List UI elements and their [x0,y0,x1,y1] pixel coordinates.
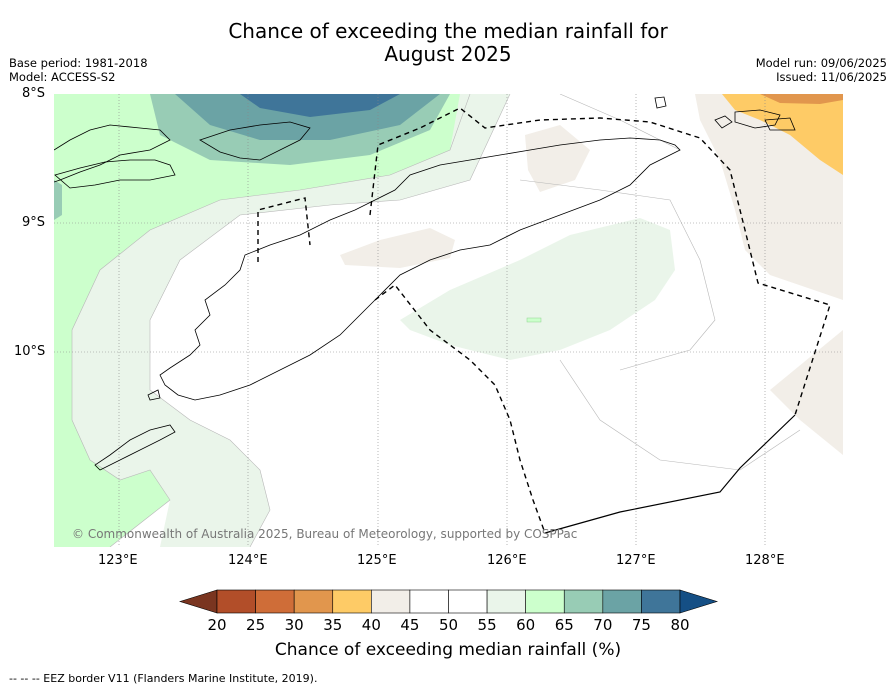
meta-right: Model run: 09/06/2025 Issued: 11/06/2025 [756,56,887,84]
eez-borders [257,107,831,534]
eez-legend-footer: -- -- -- EEZ border V11 (Flanders Marine… [9,672,318,685]
colorbar-segment [332,589,372,614]
colorbar-title: Chance of exceeding median rainfall (%) [274,640,622,660]
colorbar-segment [255,589,295,614]
small-island-1 [654,96,667,109]
model-name: Model: ACCESS-S2 [9,70,116,84]
colorbar-segment [525,589,565,614]
colorbar-tick-label: 60 [516,616,536,634]
wetar-coastline [54,159,176,189]
colorbar-tick-label: 45 [400,616,420,634]
chart-title: Chance of exceeding the median rainfall … [0,20,896,66]
colorbar-segment [293,589,334,614]
small-island-2 [734,109,781,129]
small-island-5 [147,389,161,401]
contour-left-edge [54,180,62,220]
contour-55-60 [72,94,510,547]
colorbar-tick-label: 20 [207,616,227,634]
map-area [54,94,843,547]
model-run: Model run: 09/06/2025 [755,56,887,70]
contour-40-45-a [525,125,590,192]
colorbar-tick-label: 80 [670,616,690,634]
copyright-notice: © Commonwealth of Australia 2025, Bureau… [72,527,578,541]
issued-date: Issued: 11/06/2025 [776,70,887,84]
colorbar-tick-label: 25 [246,616,266,634]
lon-label-123e: 123°E [98,553,138,568]
colorbar-extend-low [178,589,218,614]
colorbar-segment [563,589,604,614]
rote-coastline [94,424,176,471]
colorbar-tick-label: 70 [593,616,613,634]
colorbar-tick-label: 55 [477,616,497,634]
colorbar-segment [409,589,449,614]
colorbar-tick-label: 65 [554,616,574,634]
colorbar-tick-label: 75 [631,616,651,634]
colorbar-tick-label: 50 [438,616,459,634]
title-line-1: Chance of exceeding the median rainfall … [228,19,668,43]
contour-40-45-d [770,330,843,455]
contour-35-40 [722,94,843,175]
colorbar-tick-label: 35 [323,616,343,634]
lon-label-124e: 124°E [228,553,268,568]
pantar-coastline [199,121,311,161]
colorbar-tick-label: 30 [284,616,304,634]
tiny-green-patch [526,317,542,323]
lon-label-125e: 125°E [357,553,397,568]
lat-label-8s: 8°S [22,86,46,101]
title-line-2: August 2025 [384,42,512,66]
small-island-3 [714,115,733,129]
eez-solid-border [544,414,796,534]
lon-label-126e: 126°E [487,553,527,568]
contour-75-80 [240,94,400,117]
graticule [54,94,843,547]
colorbar-segments [178,589,719,614]
contour-40-45-b [340,228,455,268]
base-period: Base period: 1981-2018 [9,56,148,70]
contour-55-60-central [400,218,675,360]
colorbar-segment [371,589,411,614]
colorbar-segment [602,589,642,614]
colorbar-segment [641,589,681,614]
colorbar-segment [448,589,488,614]
lat-label-9s: 9°S [22,215,46,230]
colorbar-extend-high [679,589,719,614]
coastlines [54,96,796,471]
colorbar-segment [216,589,256,614]
lat-label-10s: 10°S [14,344,46,359]
lon-label-127e: 127°E [616,553,656,568]
small-island-4 [764,117,796,131]
lon-label-128e: 128°E [745,553,785,568]
meta-left: Base period: 1981-2018 Model: ACCESS-S2 [9,56,148,84]
timor-coastline [159,137,681,401]
contour-30-35 [760,94,843,104]
alor-coastline [54,124,171,183]
colorbar-tick-label: 40 [361,616,381,634]
colorbar-segment [486,589,526,614]
contour-60-65 [54,94,470,547]
